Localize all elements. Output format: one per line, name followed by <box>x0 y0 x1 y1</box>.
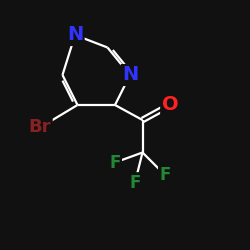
Text: N: N <box>122 66 138 84</box>
Text: N: N <box>67 26 83 44</box>
Text: F: F <box>109 154 121 172</box>
Text: F: F <box>129 174 141 192</box>
Text: O: O <box>162 96 178 114</box>
Text: F: F <box>159 166 171 184</box>
Text: Br: Br <box>29 118 51 136</box>
